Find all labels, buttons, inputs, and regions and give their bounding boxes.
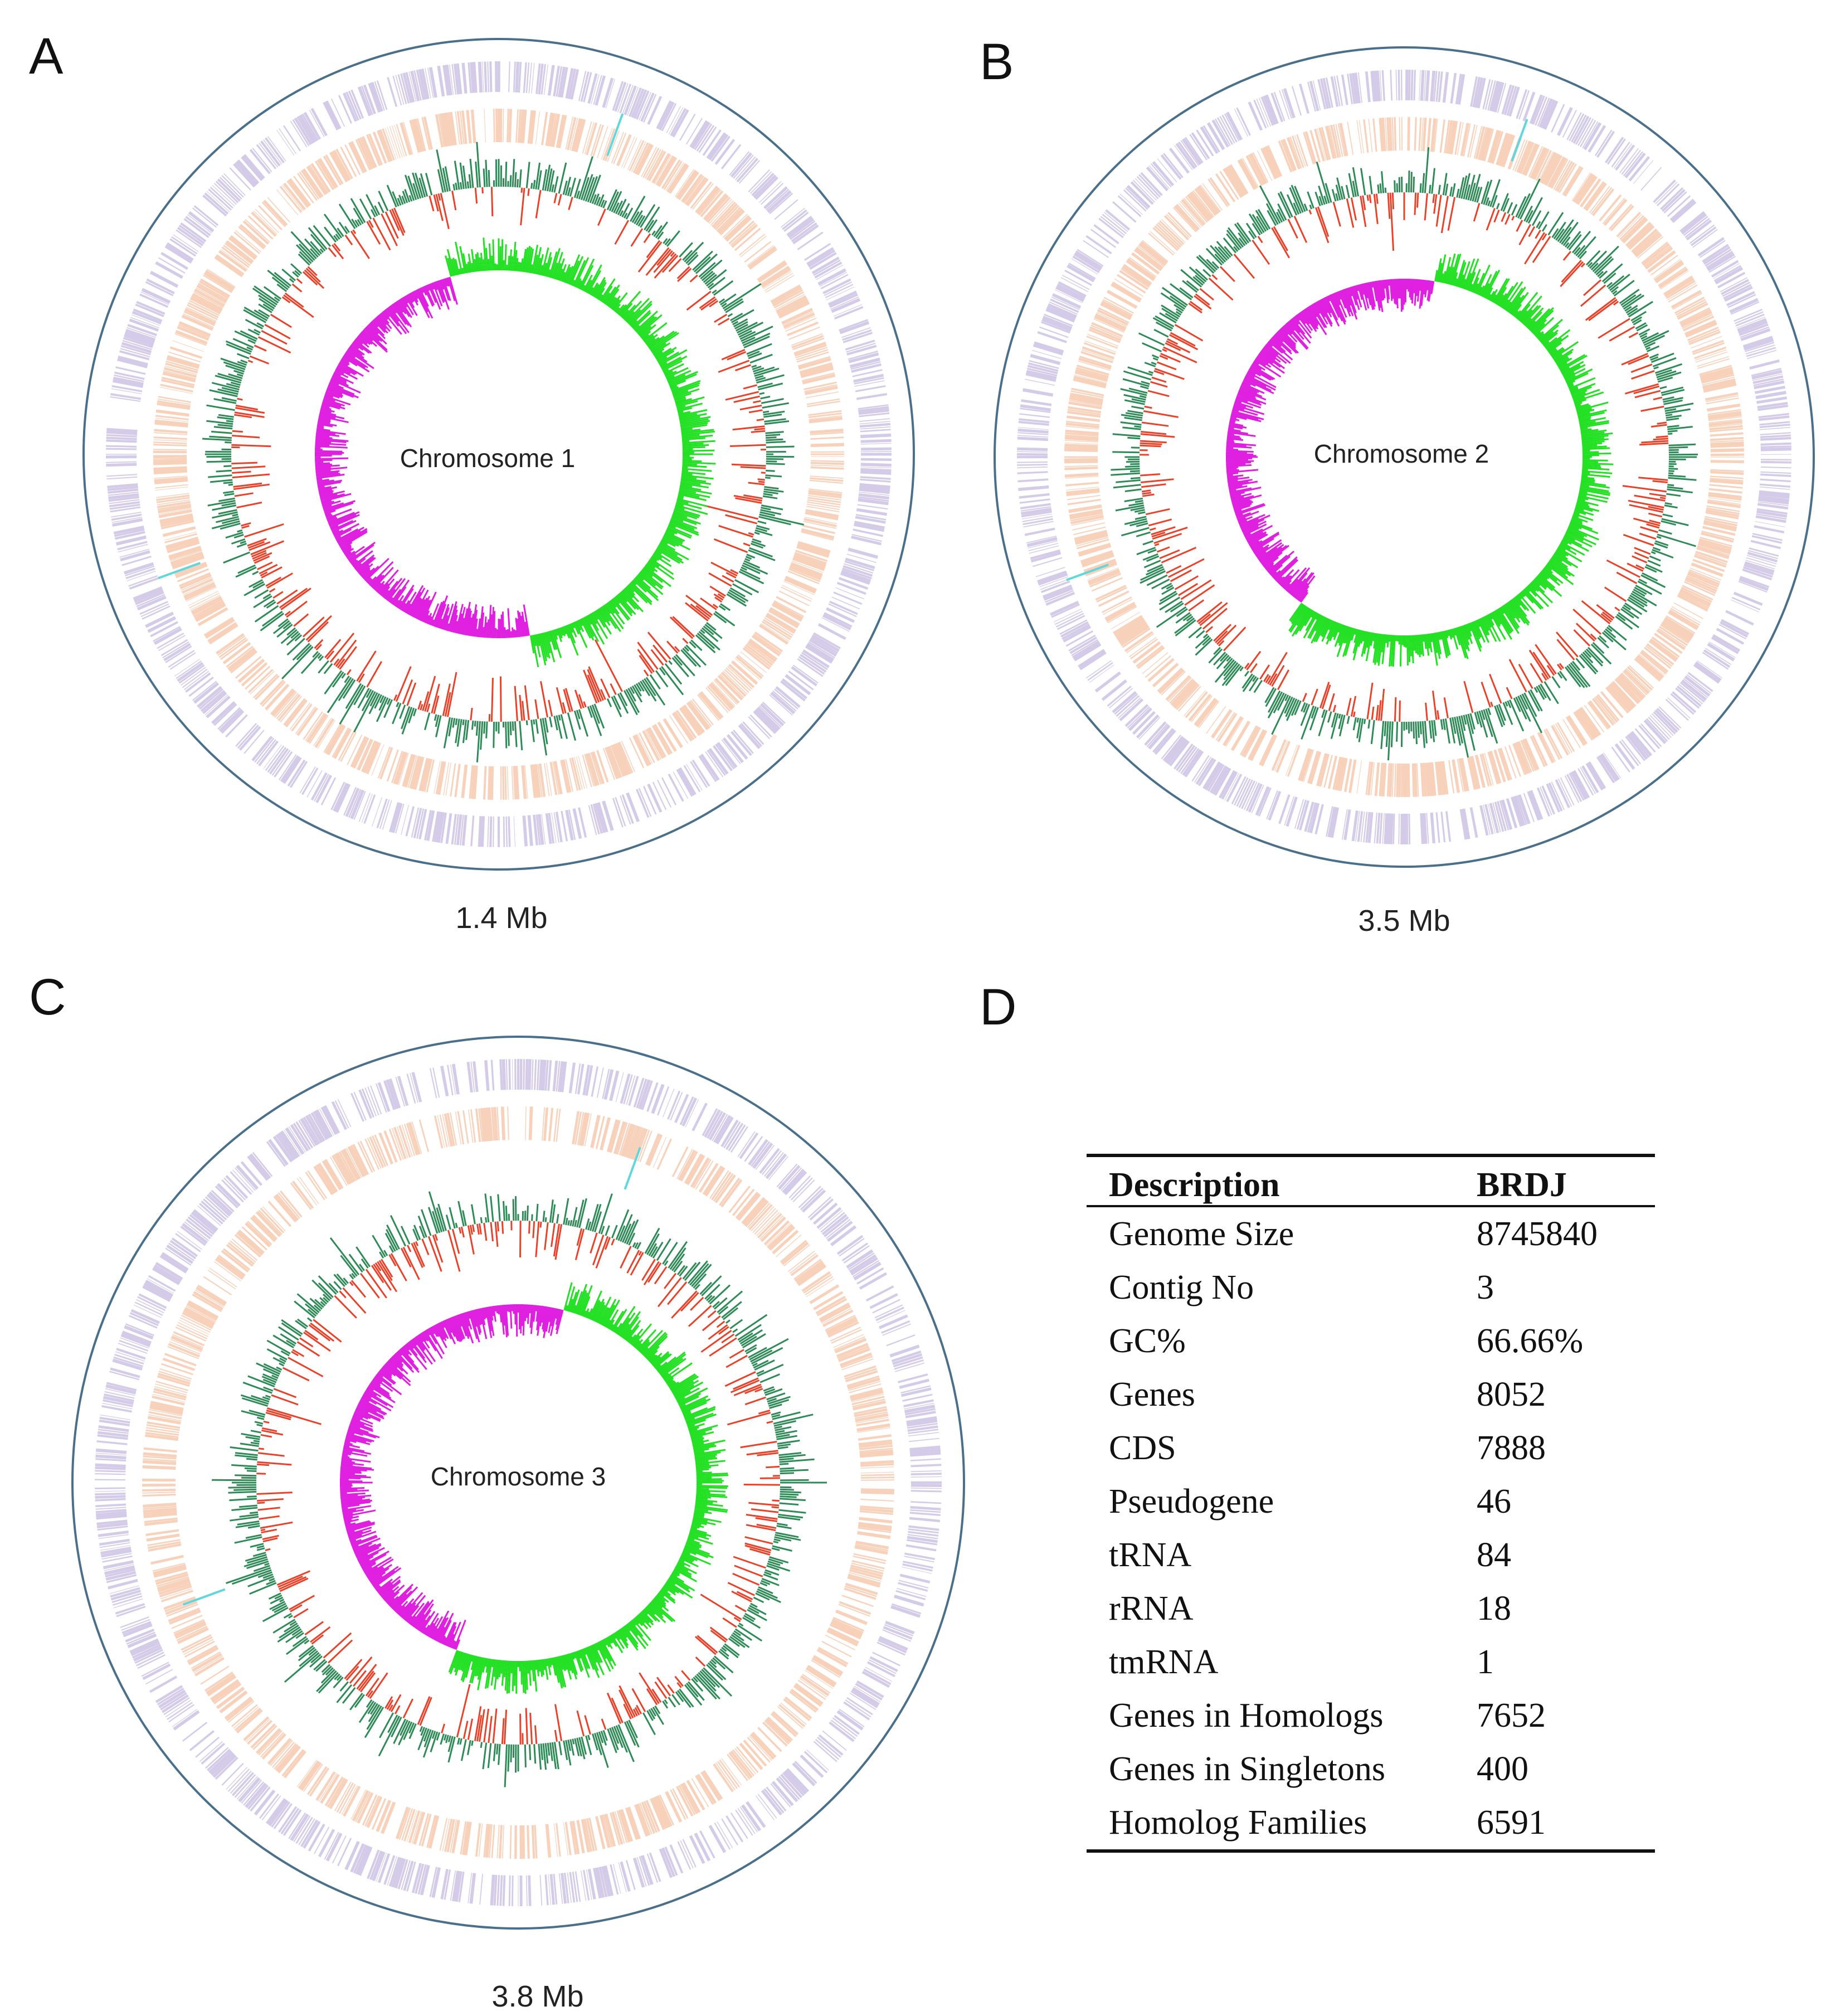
table-row: GC% 66.66% xyxy=(1087,1314,1655,1368)
row-description: tmRNA xyxy=(1109,1643,1219,1681)
gc-content-ring xyxy=(1111,147,1698,761)
chromosome-label-3: Chromosome 3 xyxy=(431,1462,606,1491)
table-row: Genes in Singletons 400 xyxy=(1087,1742,1655,1796)
table-row: Pseudogene 46 xyxy=(1087,1475,1655,1528)
row-value: 66.66% xyxy=(1477,1322,1584,1360)
circular-genome-map-chromosome-1 xyxy=(82,38,915,871)
backbone-ring xyxy=(82,38,915,871)
backbone-ring xyxy=(994,46,1815,868)
row-value: 84 xyxy=(1477,1536,1511,1574)
header-description: Description xyxy=(1109,1166,1280,1204)
gc-content-ring xyxy=(202,142,804,762)
table-row: rRNA 18 xyxy=(1087,1582,1655,1635)
genome-size-label-1: 1.4 Mb xyxy=(455,901,547,935)
table-row: tRNA 84 xyxy=(1087,1528,1655,1582)
chromosome-label-2: Chromosome 2 xyxy=(1314,439,1489,468)
table-row: Homolog Families 6591 xyxy=(1087,1796,1655,1851)
row-value: 18 xyxy=(1477,1590,1511,1628)
row-description: Homolog Families xyxy=(1109,1804,1367,1842)
row-value: 8052 xyxy=(1477,1376,1546,1413)
rna-feature-marks xyxy=(1066,119,1528,581)
circular-genome-map-chromosome-3 xyxy=(71,1036,965,1930)
cds-forward-ring xyxy=(105,61,892,847)
gc-skew-ring xyxy=(314,237,716,668)
row-description: Genes in Homologs xyxy=(1109,1697,1384,1735)
cds-reverse-ring xyxy=(142,1106,895,1859)
row-description: CDS xyxy=(1109,1429,1176,1467)
row-value: 400 xyxy=(1477,1750,1528,1788)
panel-letter-c: C xyxy=(29,969,66,1026)
genome-size-label-2: 3.5 Mb xyxy=(1358,904,1450,937)
gc-skew-ring xyxy=(339,1282,729,1694)
panel-letter-a: A xyxy=(29,28,64,85)
row-value: 6591 xyxy=(1477,1804,1546,1842)
row-value: 7888 xyxy=(1477,1429,1546,1467)
table-header-row: Description BRDJ xyxy=(1087,1155,1655,1206)
genome-summary-table: Description BRDJ Genome Size 8745840 Conti… xyxy=(1087,1154,1655,1853)
circular-genome-map-chromosome-2 xyxy=(994,46,1815,868)
row-description: GC% xyxy=(1109,1322,1186,1360)
row-description: Genes in Singletons xyxy=(1109,1750,1385,1788)
chromosome-label-1: Chromosome 1 xyxy=(400,444,575,473)
cds-reverse-ring xyxy=(1064,116,1745,798)
row-description: tRNA xyxy=(1109,1536,1192,1574)
rna-feature-marks xyxy=(182,1147,641,1606)
table-row: Genome Size 8745840 xyxy=(1087,1206,1655,1261)
gc-content-ring xyxy=(212,1191,827,1787)
row-description: Genome Size xyxy=(1109,1215,1294,1253)
panel-letter-b: B xyxy=(980,33,1014,90)
genome-size-label-3: 3.8 Mb xyxy=(491,1980,583,2013)
table-row: Genes 8052 xyxy=(1087,1368,1655,1421)
row-description: Genes xyxy=(1109,1376,1195,1413)
table-row: Contig No 3 xyxy=(1087,1261,1655,1314)
row-description: rRNA xyxy=(1109,1590,1194,1628)
backbone-ring xyxy=(71,1036,965,1930)
cds-reverse-ring xyxy=(153,108,845,800)
table-row: Genes in Homologs 7652 xyxy=(1087,1689,1655,1742)
rna-feature-marks xyxy=(158,113,624,580)
header-strain: BRDJ xyxy=(1477,1166,1567,1204)
gc-skew-ring xyxy=(1225,253,1614,667)
row-description: Contig No xyxy=(1109,1269,1254,1306)
cds-forward-ring xyxy=(1016,69,1792,845)
cds-forward-ring xyxy=(94,1058,942,1907)
row-value: 3 xyxy=(1477,1269,1494,1306)
table-row: tmRNA 1 xyxy=(1087,1635,1655,1689)
row-value: 1 xyxy=(1477,1643,1494,1681)
row-value: 8745840 xyxy=(1477,1215,1598,1253)
row-value: 7652 xyxy=(1477,1697,1546,1735)
row-value: 46 xyxy=(1477,1483,1511,1520)
table-row: CDS 7888 xyxy=(1087,1421,1655,1475)
panel-letter-d: D xyxy=(980,979,1016,1036)
row-description: Pseudogene xyxy=(1109,1483,1274,1520)
